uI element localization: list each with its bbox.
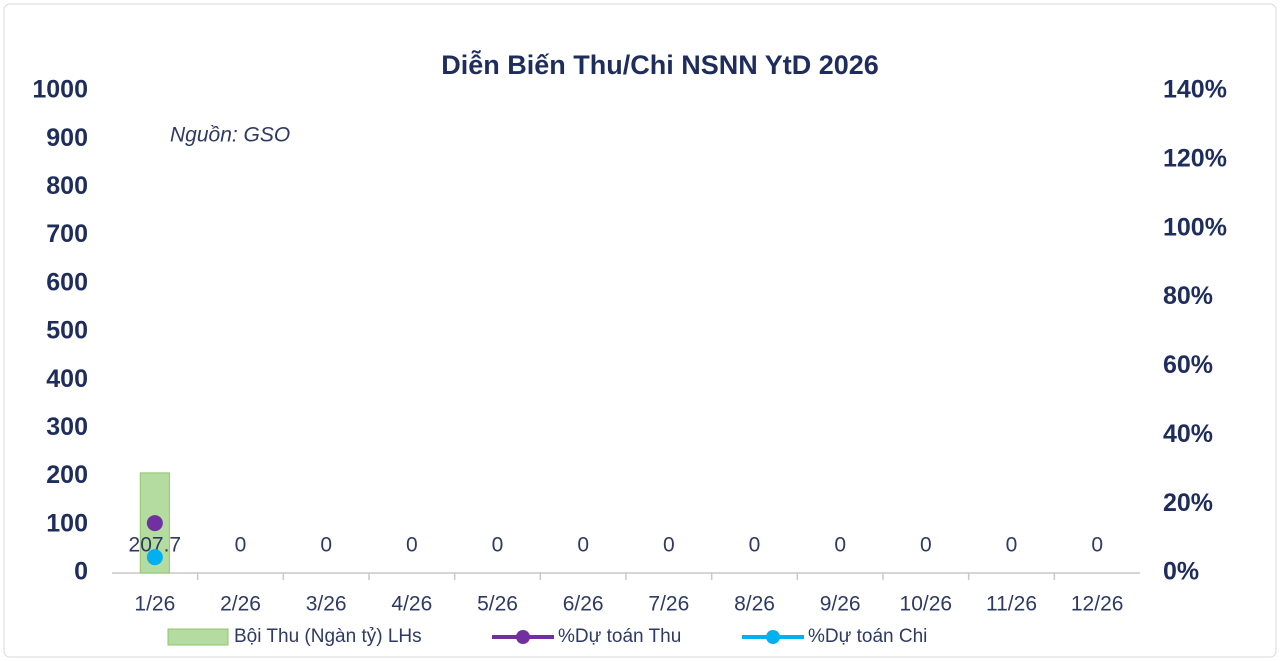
- chart-title: Diễn Biến Thu/Chi NSNN YtD 2026: [441, 49, 879, 80]
- y-tick-label: 1000: [32, 76, 88, 104]
- data-label: 0: [663, 534, 675, 557]
- y2-tick-label: 100%: [1163, 213, 1227, 241]
- y2-tick-label: 40%: [1163, 420, 1213, 448]
- y-tick-label: 300: [46, 413, 88, 441]
- y-tick-label: 600: [46, 268, 88, 296]
- data-label: 207.7: [129, 534, 182, 557]
- y2-tick-label: 20%: [1163, 489, 1213, 517]
- y2-tick-label: 0%: [1163, 558, 1199, 586]
- x-tick-label: 2/26: [220, 593, 261, 616]
- y-tick-label: 700: [46, 220, 88, 248]
- line-point: [146, 549, 163, 566]
- x-tick-label: 9/26: [820, 593, 861, 616]
- legend-swatch: [516, 630, 530, 644]
- x-tick-label: 5/26: [477, 593, 518, 616]
- data-label: 0: [577, 534, 589, 557]
- x-tick-label: 6/26: [563, 593, 604, 616]
- x-tick-label: 1/26: [134, 593, 175, 616]
- y-tick-label: 100: [46, 509, 88, 537]
- y-tick-label: 900: [46, 124, 88, 152]
- data-label: 0: [920, 534, 932, 557]
- legend-swatch: [766, 630, 780, 644]
- x-tick-label: 8/26: [734, 593, 775, 616]
- legend-label: %Dự toán Thu: [558, 626, 681, 647]
- y-tick-label: 800: [46, 172, 88, 200]
- data-label: 0: [320, 534, 332, 557]
- data-label: 0: [749, 534, 761, 557]
- data-label: 0: [1006, 534, 1018, 557]
- x-tick-label: 7/26: [648, 593, 689, 616]
- annotation: Nguồn: GSO: [170, 124, 290, 147]
- y2-tick-label: 120%: [1163, 144, 1227, 172]
- legend-label: Bội Thu (Ngàn tỷ) LHs: [234, 626, 422, 647]
- y-tick-label: 500: [46, 317, 88, 345]
- chart-frame: [3, 3, 1277, 658]
- line-point: [146, 515, 163, 532]
- x-tick-label: 10/26: [900, 593, 953, 616]
- x-tick-label: 3/26: [306, 593, 347, 616]
- data-label: 0: [406, 534, 418, 557]
- y-tick-label: 200: [46, 461, 88, 489]
- x-tick-label: 4/26: [391, 593, 432, 616]
- y2-tick-label: 80%: [1163, 282, 1213, 310]
- y-tick-label: 400: [46, 365, 88, 393]
- x-tick-label: 12/26: [1071, 593, 1124, 616]
- legend-swatch: [167, 628, 229, 646]
- data-label: 0: [834, 534, 846, 557]
- data-label: 0: [1091, 534, 1103, 557]
- y-tick-label: 0: [74, 558, 88, 586]
- y2-tick-label: 60%: [1163, 351, 1213, 379]
- y2-tick-label: 140%: [1163, 76, 1227, 104]
- x-tick-label: 11/26: [986, 593, 1037, 616]
- data-label: 0: [235, 534, 247, 557]
- legend-label: %Dự toán Chi: [808, 626, 927, 647]
- data-label: 0: [492, 534, 504, 557]
